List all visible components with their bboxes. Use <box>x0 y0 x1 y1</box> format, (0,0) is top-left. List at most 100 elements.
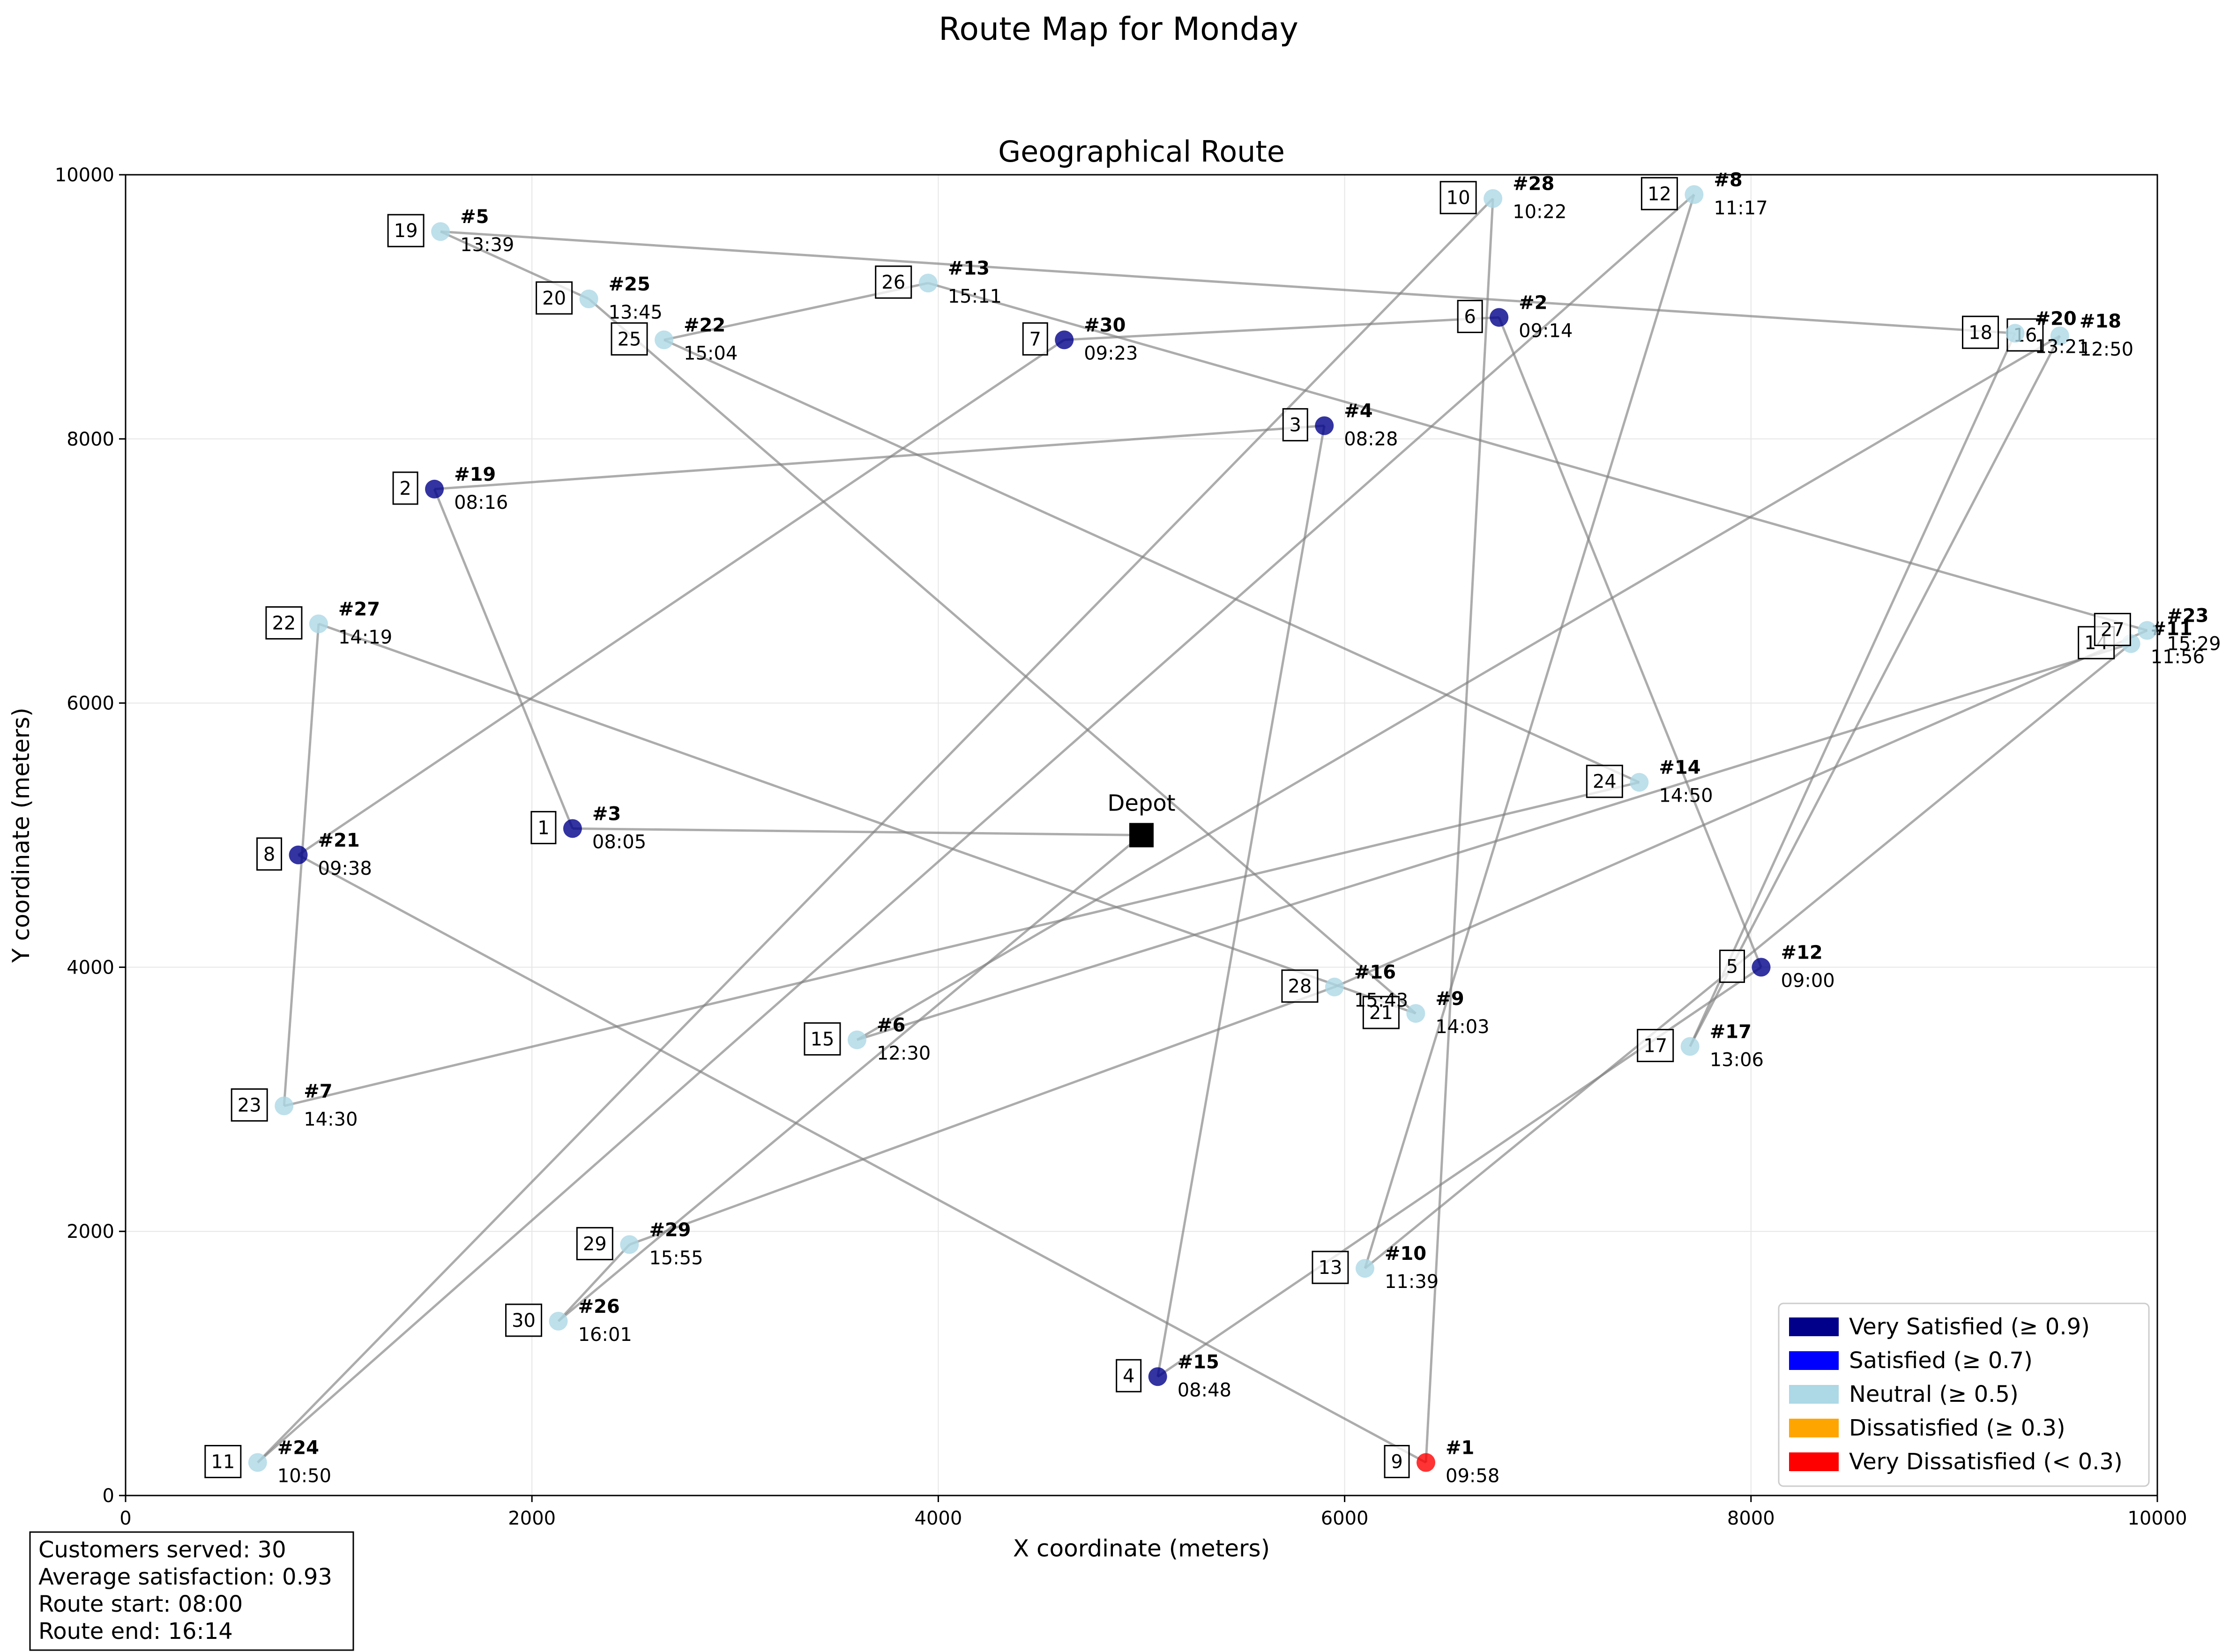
arrival-time-label: 08:16 <box>454 492 508 513</box>
figure-title: Route Map for Monday <box>939 11 1298 48</box>
route-segment <box>318 623 1417 1015</box>
y-tick-label: 8000 <box>67 429 114 450</box>
arrival-time-label: 14:19 <box>338 626 392 648</box>
visit-order-label: #21 <box>318 830 360 851</box>
customer-point <box>1315 416 1334 435</box>
summary-box-frame <box>29 1531 354 1651</box>
customer-id-label: 8 <box>263 844 275 865</box>
customer-point <box>1055 330 1074 350</box>
arrival-time-label: 11:17 <box>1714 197 1767 219</box>
customer-point <box>425 479 444 499</box>
route-segment <box>1364 642 2132 1270</box>
arrival-time-label: 08:28 <box>1344 429 1398 450</box>
route-segment <box>440 230 2015 335</box>
customer-point <box>1630 773 1649 792</box>
customer-id-label: 23 <box>238 1094 261 1116</box>
route-segment <box>572 827 1142 836</box>
customer-id-box <box>1457 299 1483 333</box>
plot-frame <box>125 174 2158 1496</box>
y-axis-label: Y coordinate (meters) <box>7 707 35 963</box>
visit-order-label: #3 <box>592 803 621 825</box>
legend-frame <box>1778 1302 2150 1487</box>
customer-id-box <box>231 1088 268 1122</box>
arrival-time-label: 09:58 <box>1446 1466 1499 1487</box>
visit-order-label: #5 <box>460 206 489 228</box>
customer-id-label: 9 <box>1391 1451 1402 1473</box>
customer-id-label: 6 <box>1464 306 1476 327</box>
visit-order-label: #6 <box>877 1014 905 1036</box>
customer-id-box <box>1281 969 1319 1003</box>
customer-point <box>579 289 598 308</box>
customer-id-box <box>2094 613 2131 647</box>
visit-order-label: #14 <box>1659 757 1700 779</box>
customer-point <box>431 222 450 241</box>
legend-swatch <box>1789 1385 1839 1404</box>
customer-point <box>1484 189 1503 208</box>
x-tick-label: 2000 <box>508 1508 556 1529</box>
customer-point <box>1685 185 1704 204</box>
visit-order-label: #25 <box>609 274 650 295</box>
x-tick-label: 10000 <box>2127 1508 2187 1529</box>
visit-order-label: #19 <box>454 464 496 485</box>
customer-id-label: 4 <box>1123 1365 1134 1387</box>
visit-order-label: #7 <box>304 1080 332 1102</box>
customer-id-label: 22 <box>272 612 296 634</box>
x-tick-label: 8000 <box>1727 1508 1775 1529</box>
customer-point <box>1355 1259 1374 1278</box>
visit-order-label: #23 <box>2167 605 2208 627</box>
depot-label: Depot <box>1107 790 1175 817</box>
customer-id-label: 28 <box>1288 976 1312 997</box>
customer-id-label: 24 <box>1593 771 1617 793</box>
customer-id-box <box>1637 1029 1674 1063</box>
legend-swatch <box>1789 1452 1839 1471</box>
customer-id-label: 5 <box>1726 956 1738 977</box>
depot-marker: Depot <box>1107 790 1176 848</box>
customer-id-label: 15 <box>811 1028 835 1050</box>
route-segment <box>434 424 1325 491</box>
legend-swatch <box>1789 1351 1839 1370</box>
customer-id-box <box>804 1022 841 1056</box>
y-tick-label: 6000 <box>67 693 114 714</box>
customer-id-box <box>204 1445 242 1479</box>
arrival-time-label: 09:14 <box>1519 320 1573 342</box>
customer-point <box>289 845 308 864</box>
route-segment <box>1156 425 1326 1377</box>
customer-id-box <box>505 1303 543 1337</box>
customer-point <box>2050 326 2069 345</box>
customer-id-label: 17 <box>1643 1035 1667 1057</box>
y-tick-label: 0 <box>103 1485 114 1507</box>
customer-point <box>918 274 938 293</box>
summary-box: Customers served: 30 Average satisfactio… <box>29 1531 354 1651</box>
arrival-time-label: 15:55 <box>649 1247 703 1269</box>
customer-id-label: 18 <box>1969 322 1992 343</box>
arrival-time-label: 15:11 <box>948 286 1002 307</box>
customer-point <box>2006 324 2025 343</box>
customer-points: 1#308:052#1908:163#408:284#1508:485#1209… <box>204 169 2221 1487</box>
visit-order-label: #28 <box>1513 173 1554 195</box>
visit-order-label: #26 <box>578 1296 620 1317</box>
customer-id-box <box>1719 949 1745 983</box>
customer-point <box>309 614 328 633</box>
visit-order-label: #22 <box>684 314 725 336</box>
customer-id-label: 2 <box>399 478 411 499</box>
route-segment <box>588 298 1417 1014</box>
arrival-time-label: 14:30 <box>304 1109 358 1130</box>
visit-order-label: #10 <box>1385 1243 1426 1265</box>
visit-order-label: #18 <box>2080 311 2121 332</box>
customer-id-box <box>1439 181 1477 215</box>
route-segment <box>629 986 1335 1246</box>
customer-id-label: 13 <box>1319 1257 1342 1279</box>
arrival-time-label: 13:45 <box>609 302 663 323</box>
summary-customers-served: Customers served: 30 <box>38 1537 286 1563</box>
legend-swatch <box>1789 1419 1839 1437</box>
arrival-time-label: 13:06 <box>1710 1049 1764 1071</box>
customer-id-box <box>611 322 648 356</box>
route-segment <box>557 1243 631 1322</box>
customer-id-box <box>1384 1445 1410 1479</box>
arrival-time-label: 12:30 <box>877 1042 931 1064</box>
route-segment <box>557 834 1142 1322</box>
customer-point <box>549 1311 568 1331</box>
customer-id-box <box>392 471 418 505</box>
visit-order-label: #24 <box>277 1437 319 1459</box>
customer-id-box <box>387 214 425 247</box>
